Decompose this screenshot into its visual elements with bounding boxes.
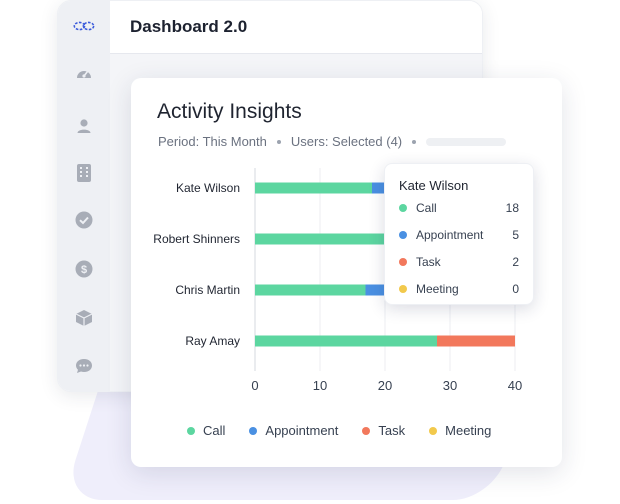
period-filter[interactable]: Period: This Month — [158, 134, 267, 149]
legend-dot-call — [187, 426, 195, 435]
legend-label-meeting: Meeting — [445, 423, 492, 438]
tooltip-label-appointment: Appointment — [416, 228, 484, 242]
loading-placeholder — [426, 137, 507, 146]
tooltip-title: Kate Wilson — [399, 178, 469, 193]
tooltip-value-appointment: 5 — [512, 228, 519, 242]
x-tick-label: 0 — [251, 378, 258, 393]
bar-robert-shinners-call — [255, 233, 418, 245]
user-icon[interactable] — [73, 115, 95, 137]
tooltip-label-meeting: Meeting — [416, 282, 459, 296]
speedometer-icon[interactable] — [73, 63, 95, 85]
sidebar: $ — [58, 1, 110, 391]
legend-dot-meeting — [429, 426, 438, 435]
category-label-robert-shinners: Robert Shinners — [153, 232, 240, 246]
legend-item-appointment[interactable]: Appointment — [249, 423, 338, 438]
category-label-ray-amay: Ray Amay — [185, 334, 240, 348]
building-icon[interactable] — [73, 162, 95, 184]
tooltip-label-task: Task — [416, 255, 441, 269]
tooltip-row-meeting: Meeting 0 — [399, 281, 519, 297]
filter-bar: Period: This Month Users: Selected (4) — [158, 134, 507, 149]
tooltip-label-call: Call — [416, 201, 437, 215]
tooltip-value-task: 2 — [512, 255, 519, 269]
card-title: Activity Insights — [157, 100, 302, 123]
x-tick-label: 10 — [313, 378, 327, 393]
dollar-icon[interactable]: $ — [73, 258, 95, 280]
category-label-chris-martin: Chris Martin — [175, 283, 240, 297]
bar-ray-amay-call — [255, 335, 437, 347]
svg-text:$: $ — [81, 264, 87, 276]
legend-dot-task — [362, 426, 371, 435]
x-tick-label: 30 — [443, 378, 457, 393]
tooltip-row-appointment: Appointment 5 — [399, 227, 519, 243]
x-tick-label: 40 — [508, 378, 522, 393]
legend-label-task: Task — [378, 423, 406, 438]
dashboard-title: Dashboard 2.0 — [130, 17, 248, 36]
tooltip-dot-call — [399, 204, 407, 212]
legend-label-appointment: Appointment — [265, 423, 339, 438]
activity-insights-card: Activity Insights Period: This Month Use… — [131, 78, 562, 467]
tooltip-value-call: 18 — [505, 201, 519, 215]
legend-item-call[interactable]: Call — [187, 423, 225, 438]
tooltip-row-task: Task 2 — [399, 254, 519, 270]
chat-icon[interactable] — [73, 355, 95, 377]
separator-dot — [412, 139, 417, 144]
box-icon[interactable] — [73, 307, 95, 329]
users-filter[interactable]: Users: Selected (4) — [290, 134, 403, 149]
legend-item-meeting[interactable]: Meeting — [429, 423, 491, 438]
check-circle-icon[interactable] — [73, 209, 95, 231]
chart-legend: Call Appointment Task Meeting — [187, 423, 515, 438]
bar-chris-martin-call — [255, 284, 366, 296]
tooltip-dot-appointment — [399, 231, 407, 239]
legend-dot-appointment — [249, 426, 258, 435]
bar-ray-amay-task — [437, 335, 515, 347]
bar-kate-wilson-call — [255, 182, 372, 194]
dashboard-header: Dashboard 2.0 — [110, 1, 482, 54]
tooltip-row-call: Call 18 — [399, 200, 519, 216]
tooltip-dot-meeting — [399, 285, 407, 293]
category-label-kate-wilson: Kate Wilson — [176, 181, 240, 195]
chart-tooltip: Kate Wilson Call 18 Appointment 5 Task 2… — [384, 163, 534, 305]
tooltip-value-meeting: 0 — [512, 282, 519, 296]
logo-icon[interactable] — [73, 15, 95, 37]
bar-chris-martin-appointment — [365, 284, 385, 296]
x-tick-label: 20 — [378, 378, 392, 393]
tooltip-dot-task — [399, 258, 407, 266]
separator-dot — [276, 139, 281, 144]
legend-item-task[interactable]: Task — [362, 423, 405, 438]
legend-label-call: Call — [203, 423, 226, 438]
